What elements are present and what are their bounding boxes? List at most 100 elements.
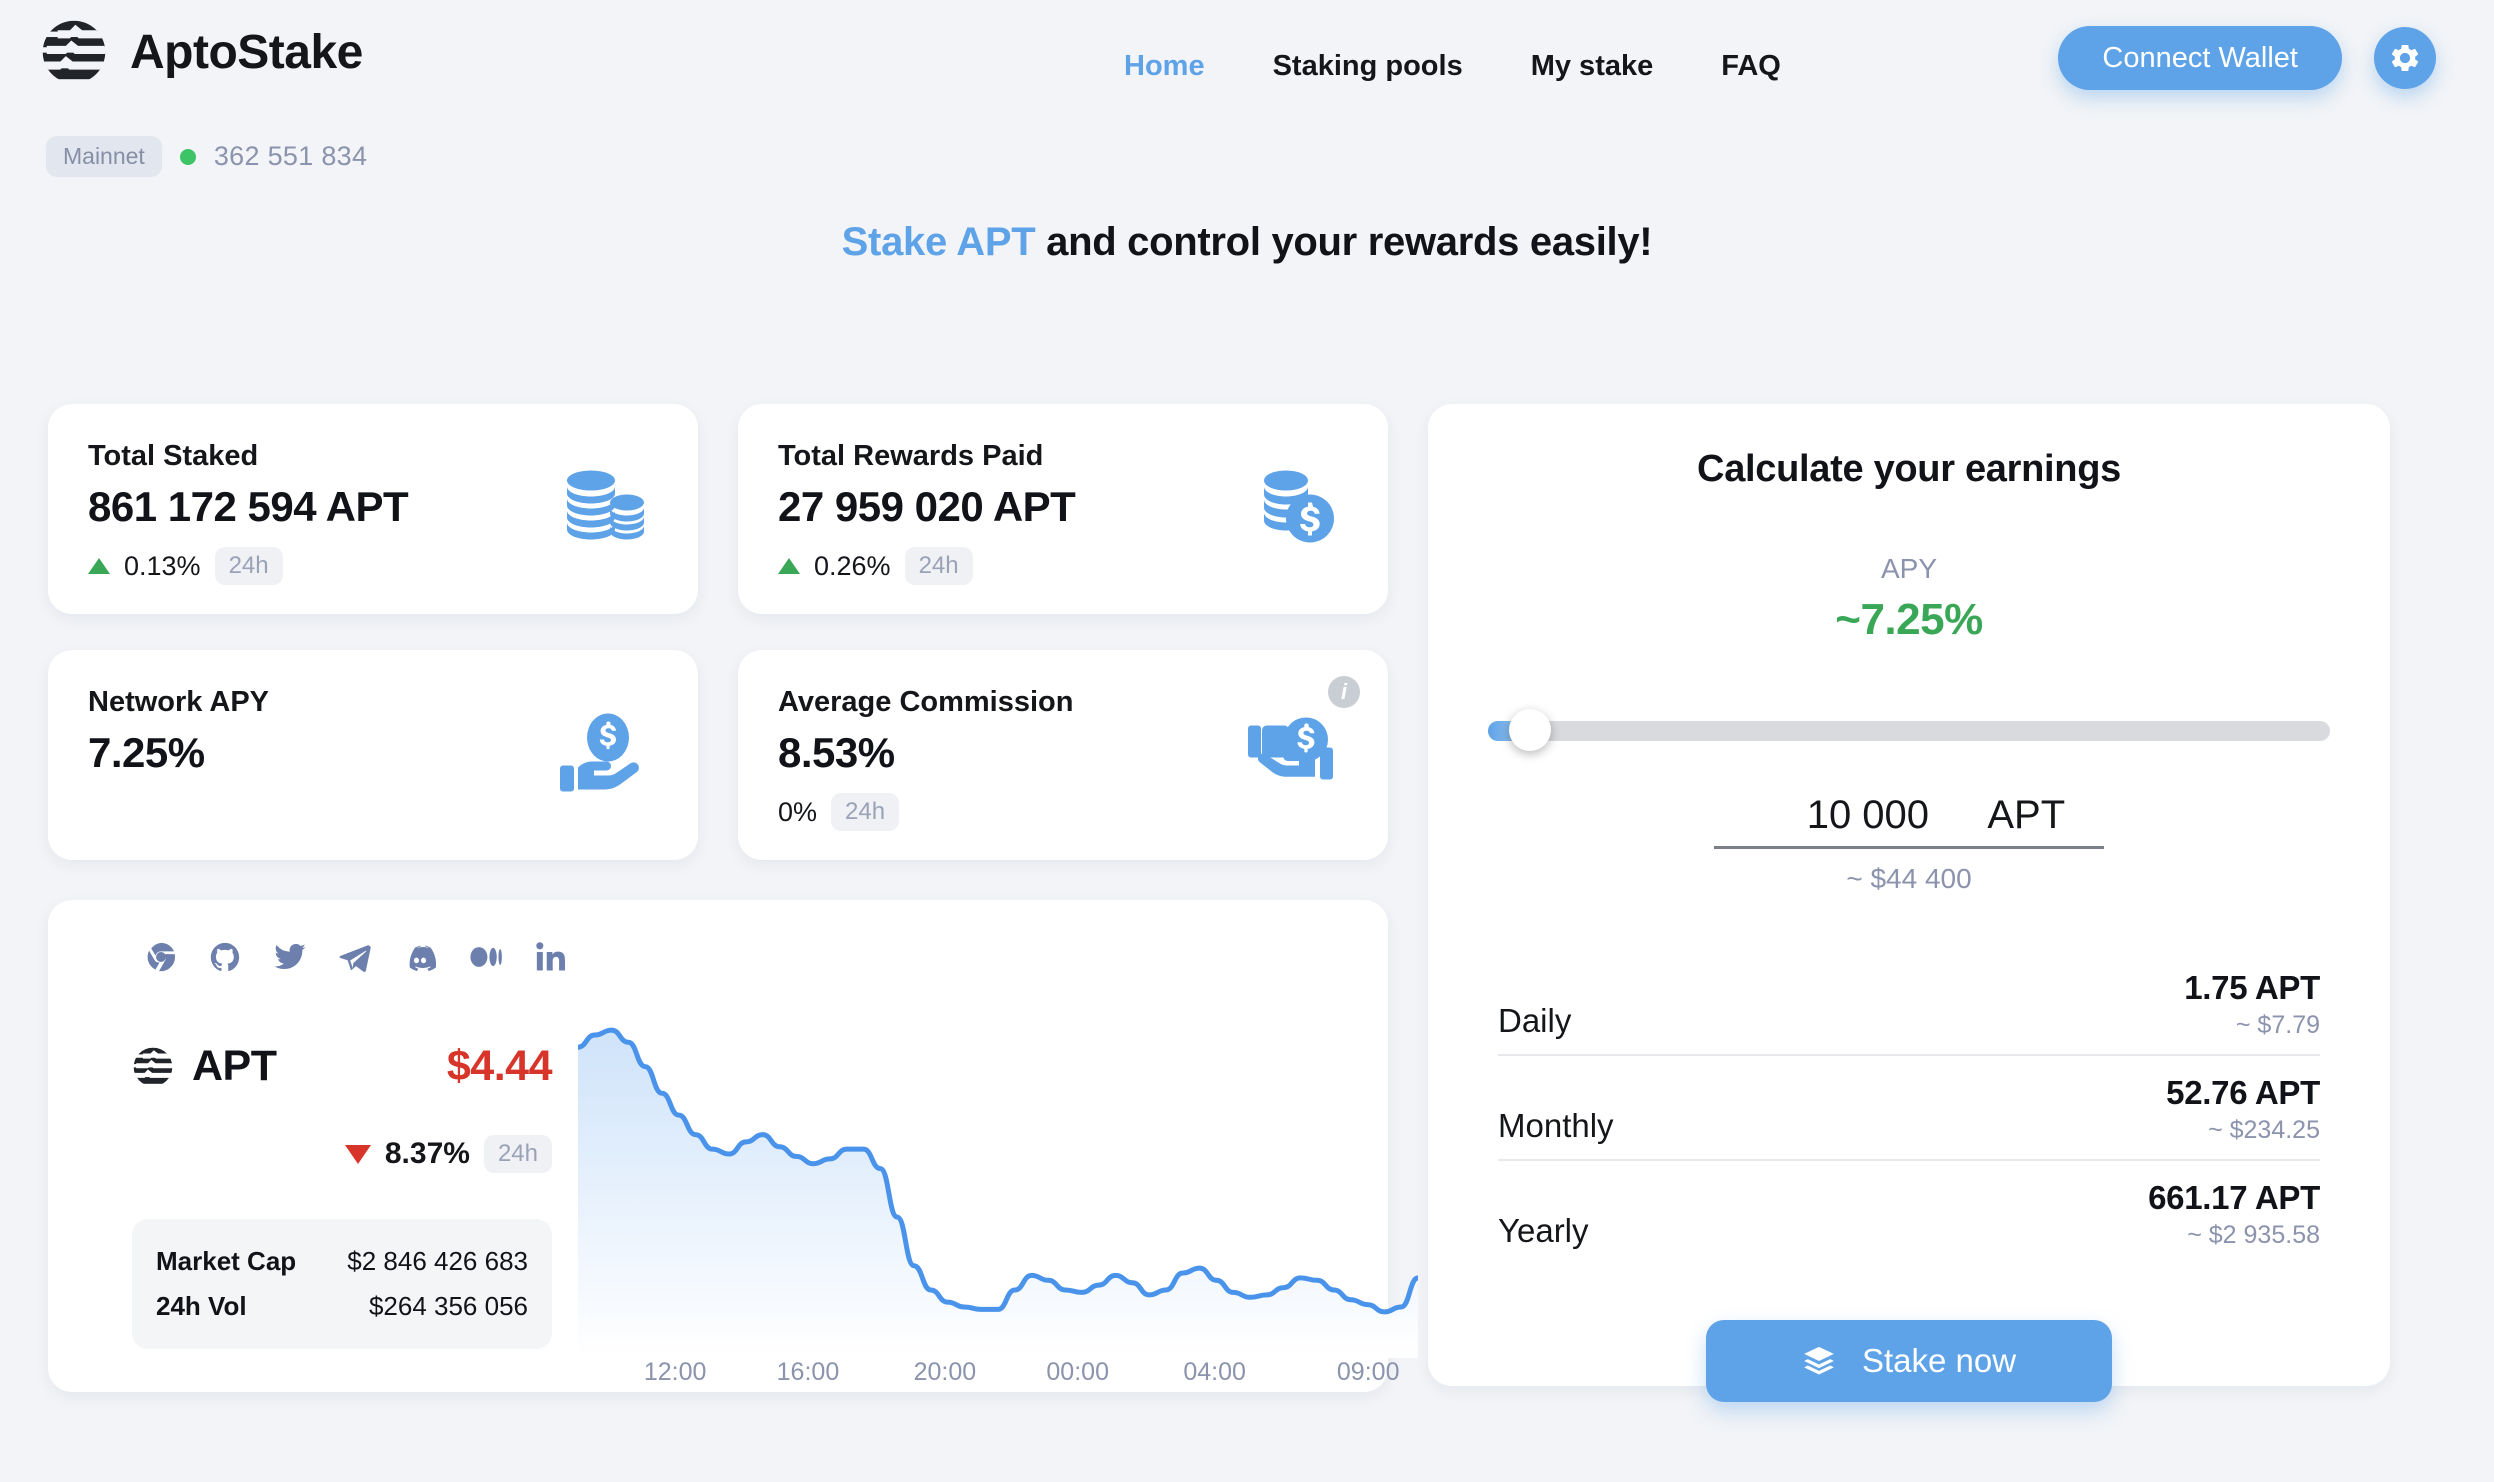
coins-stack-icon [560,467,646,552]
token-metrics: Market Cap $2 846 426 683 24h Vol $264 3… [132,1219,552,1349]
nav-item-my-stake[interactable]: My stake [1530,50,1654,82]
stat-value: 861 172 594 APT [88,483,409,530]
hero-rest: and control your rewards easily! [1035,220,1653,264]
token-change: 8.37% 24h [132,1135,552,1173]
stat-title: Total Rewards Paid [778,440,1044,472]
left-column: Total Staked 861 172 594 APT 0.13% 24h [48,404,1421,1392]
amount-input[interactable] [1752,793,1983,838]
stat-card-total-rewards-paid: Total Rewards Paid 27 959 020 APT 0.26% … [738,404,1388,614]
slider-thumb[interactable] [1509,709,1552,751]
main-nav: Home Staking pools My stake FAQ [1090,40,1815,93]
header: AptoStake Mainnet 362 551 834 Home Staki… [0,0,2494,177]
stat-period-chip: 24h [904,547,973,585]
github-icon[interactable] [208,940,242,974]
price-chart-svg [575,1027,1421,1358]
metric-label: 24h Vol [156,1291,247,1321]
metric-row: 24h Vol $264 356 056 [156,1284,528,1329]
brand[interactable]: AptoStake [40,18,363,86]
page-title: Stake APT and control your rewards easil… [0,220,2494,265]
stat-change-value: 0.13% [124,550,201,581]
discord-icon[interactable] [402,940,438,974]
stake-now-label: Stake now [1861,1342,2017,1379]
social-links [144,940,1344,974]
stat-period-chip: 24h [831,793,900,831]
earnings-label: Daily [1498,1002,1572,1039]
earnings-list: Daily 1.75 APT ~ $7.79 Monthly 52.76 APT… [1488,951,2330,1264]
stake-now-button[interactable]: Stake now [1706,1320,2112,1402]
info-icon[interactable]: i [1328,676,1360,708]
apt-summary: APT $4.44 8.37% 24h Market Cap $2 846 42… [132,1042,553,1349]
settings-button[interactable] [2374,27,2436,89]
apt-header: APT $4.44 [132,1042,553,1091]
linkedin-icon[interactable] [534,940,568,974]
twitter-icon[interactable] [272,940,308,974]
hand-money-icon [1244,712,1336,799]
chart-tick-label: 12:00 [643,1358,707,1386]
triangle-up-icon [778,558,800,574]
earnings-usd: ~ $234.25 [2208,1116,2320,1144]
telegram-icon[interactable] [338,940,372,974]
stat-value: 8.53% [778,729,895,776]
stat-title: Average Commission [778,686,1074,718]
earnings-usd: ~ $2 935.58 [2187,1221,2320,1249]
aptos-logo-icon [42,20,106,80]
amount-slider[interactable] [1488,709,2330,751]
medium-icon[interactable] [468,940,504,974]
earnings-row-yearly: Yearly 661.17 APT ~ $2 935.58 [1498,1161,2320,1264]
chart-tick-label: 16:00 [776,1358,840,1386]
nav-item-home[interactable]: Home [1124,50,1205,82]
stat-value: 7.25% [88,729,205,776]
token-symbol: APT [192,1042,277,1090]
token-period-chip: 24h [483,1135,552,1173]
chrome-icon[interactable] [144,940,178,974]
apy-label: APY [1880,553,1938,584]
metric-label: Market Cap [156,1246,297,1276]
stat-change: 0.26% 24h [778,547,1348,585]
triangle-up-icon [88,558,110,574]
stat-period-chip: 24h [214,547,283,585]
earnings-apt: 661.17 APT [2148,1179,2320,1216]
network-badge[interactable]: Mainnet [46,136,162,177]
metric-value: $2 846 426 683 [347,1246,528,1276]
layers-icon [1804,1346,1834,1375]
connect-wallet-button[interactable]: Connect Wallet [2058,26,2342,90]
chart-tick-label: 00:00 [1046,1358,1109,1386]
token-change-value: 8.37% [384,1137,470,1170]
chart-tick-label: 09:00 [1336,1358,1400,1386]
earnings-row-monthly: Monthly 52.76 APT ~ $234.25 [1498,1056,2320,1161]
metric-value: $264 356 056 [368,1291,528,1321]
amount-unit: APT [1987,793,2066,837]
earnings-usd: ~ $7.79 [2235,1011,2320,1039]
token-price: $4.44 [446,1042,553,1090]
right-column: Calculate your earnings APY ~7.25% APT ~… [1428,404,2390,1402]
earnings-values: 1.75 APT ~ $7.79 [2184,969,2320,1040]
coins-dollar-icon [1254,467,1336,552]
slider-track[interactable] [1488,721,2330,741]
stat-title: Network APY [88,686,270,718]
earnings-calculator: Calculate your earnings APY ~7.25% APT ~… [1428,404,2390,1402]
network-status: Mainnet 362 551 834 [46,136,367,177]
triangle-down-icon [344,1144,371,1164]
nav-item-faq[interactable]: FAQ [1721,50,1781,82]
nav-item-staking-pools[interactable]: Staking pools [1272,50,1463,82]
earnings-apt: 52.76 APT [2166,1074,2320,1111]
earnings-apt: 1.75 APT [2184,969,2320,1006]
stat-change-value: 0% [778,796,818,827]
apt-price-card: APT $4.44 8.37% 24h Market Cap $2 846 42… [48,900,1421,1392]
stats-row-2: Network APY 7.25% i Average Commission 8… [48,650,1388,860]
aptos-logo-icon [133,1047,173,1084]
price-chart[interactable] [575,1018,1421,1358]
earnings-label: Yearly [1498,1212,1589,1249]
status-dot-icon [179,148,196,165]
stat-card-network-apy: Network APY 7.25% [48,650,698,860]
stat-change: 0.13% 24h [88,547,658,585]
gear-icon [2391,44,2419,72]
stat-card-average-commission: i Average Commission 8.53% 0% 24h [738,650,1388,860]
stat-change: 0% 24h [778,793,1348,831]
hand-coin-icon [558,712,646,799]
metric-row: Market Cap $2 846 426 683 [156,1239,528,1284]
calculator-title: Calculate your earnings [1697,448,2121,490]
hero-highlight: Stake APT [841,220,1036,264]
amount-input-wrapper[interactable]: APT [1714,793,2104,849]
